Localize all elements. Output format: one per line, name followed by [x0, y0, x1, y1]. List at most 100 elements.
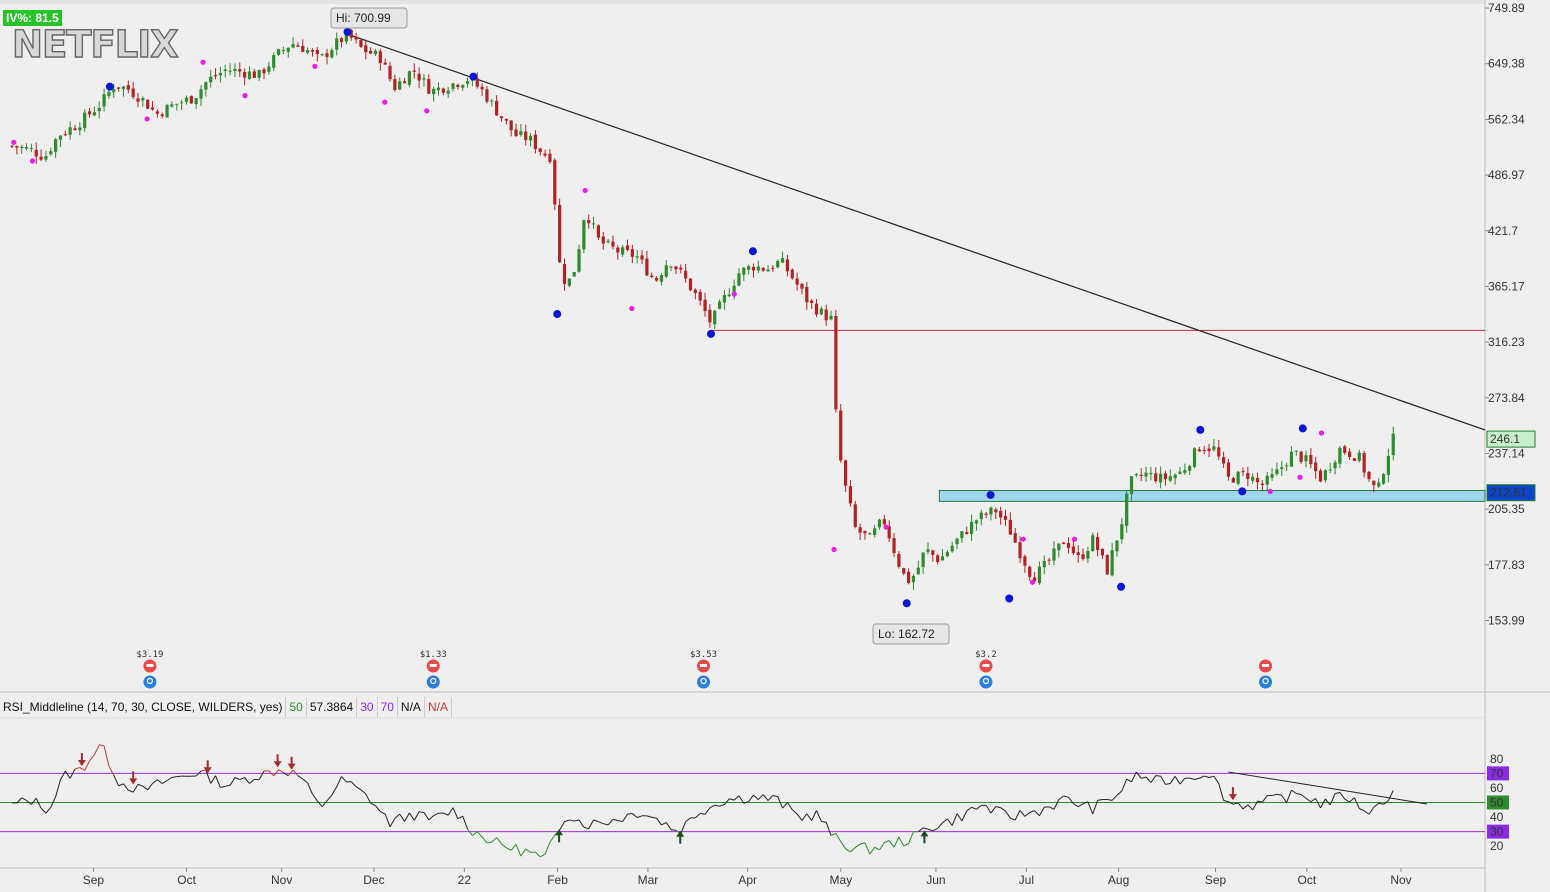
rsi-line-segment [55, 779, 61, 798]
rsi-line-segment [1344, 798, 1350, 803]
rsi-line-segment [709, 804, 715, 809]
rsi-line-segment [801, 813, 808, 821]
rsi-line-segment [578, 819, 585, 828]
candle-body [829, 315, 833, 320]
rsi-line-segment [1257, 800, 1263, 803]
earnings-value-label: $3.53 [690, 650, 717, 660]
candle-body [596, 225, 601, 238]
price-axis-tick-label: 205.35 [1488, 502, 1525, 516]
rsi-level-tag: 30 [1487, 824, 1509, 839]
candle-body [1222, 457, 1226, 464]
rsi-line-segment [821, 820, 827, 823]
candle-body [654, 277, 659, 281]
swing-marker-magenta [1318, 430, 1325, 436]
rsi-line-segment [113, 775, 120, 786]
candle-body [102, 94, 106, 107]
rsi-line-segment [1179, 777, 1186, 785]
rsi-line-segment [685, 817, 691, 823]
iv-percent-badge: IV%: 81.5 [3, 10, 62, 26]
candle-body [1285, 465, 1289, 467]
candle-body [858, 527, 862, 533]
rsi-line-segment [50, 796, 57, 808]
candle-body [902, 568, 906, 574]
swing-marker-magenta [382, 99, 388, 105]
candle-body [979, 512, 983, 520]
earnings-phone-icon-glyph [146, 664, 154, 667]
candle-body [664, 265, 668, 277]
candle-body [199, 89, 203, 99]
candle-body [92, 112, 96, 116]
rsi-line-segment [200, 769, 206, 772]
rsi-line-segment [869, 846, 876, 855]
rsi-line-segment [1383, 800, 1389, 805]
rsi-down-arrow-head [273, 761, 282, 768]
candle-body [810, 300, 814, 304]
rsi-line-segment [637, 815, 643, 818]
candle-body [286, 47, 290, 52]
rsi-line-segment [927, 828, 933, 832]
candle-body [790, 269, 794, 279]
rsi-line-segment [433, 812, 439, 817]
candle-body [252, 71, 256, 78]
rsi-line-segment [598, 821, 604, 825]
rsi-line-segment [661, 821, 667, 826]
candle-body [1066, 543, 1071, 548]
rsi-line-segment [1135, 771, 1142, 779]
candle-body [1023, 556, 1027, 566]
rsi-line-segment [161, 780, 168, 785]
candle-body [1270, 474, 1274, 478]
price-axis-tick-label: 486.97 [1488, 168, 1525, 182]
candles [10, 27, 1395, 590]
candle-body [916, 567, 920, 575]
rsi-line-segment [1165, 783, 1171, 785]
price-axis-tick-label: 365.17 [1488, 279, 1525, 293]
candle-body [795, 278, 799, 285]
rsi-line-segment [389, 818, 396, 828]
swing-marker-magenta [200, 59, 206, 65]
rsi-line-segment [753, 794, 759, 800]
rsi-line-segment [40, 807, 47, 814]
rsi-line-segment [1092, 800, 1099, 815]
candle-body [184, 97, 189, 102]
candle-body [1062, 542, 1066, 545]
earnings-phone-icon-glyph [429, 664, 437, 667]
candle-body [780, 257, 785, 263]
rsi-line-segment [287, 769, 294, 777]
rsi-line-segment [646, 815, 652, 818]
earnings-phone-icon-glyph [1262, 664, 1270, 667]
rsi-line-segment [1194, 777, 1200, 780]
candle-body [262, 69, 266, 74]
rsi-line-segment [743, 801, 749, 804]
candle-body [87, 111, 92, 115]
candle-body [1236, 471, 1240, 484]
candle-body [906, 571, 911, 584]
candle-body [669, 266, 673, 268]
rsi-line-segment [1121, 778, 1128, 792]
rsi-line-segment [879, 842, 885, 851]
candle-body [1226, 462, 1231, 477]
rsi-line-segment [1291, 789, 1297, 794]
candle-body [553, 160, 557, 205]
swing-marker-magenta [424, 108, 430, 114]
rsi-line-segment [128, 789, 134, 793]
support-level-tag-box [1486, 484, 1536, 502]
price-axis-tick-label: 177.83 [1488, 558, 1525, 572]
candle-body [1081, 554, 1085, 559]
rsi-line-segment [268, 770, 275, 777]
last-price-tag-box [1486, 430, 1536, 448]
candle-body [165, 105, 169, 118]
rsi-line-segment [893, 836, 900, 848]
candle-body [582, 220, 586, 250]
rsi-line-segment [603, 823, 609, 826]
support-level-tag: 212.61 [1486, 484, 1536, 502]
rsi-line-segment [283, 772, 289, 777]
rsi-line-segment [1150, 775, 1157, 783]
candle-body [732, 285, 736, 294]
candle-body [1299, 451, 1303, 462]
rsi-line-segment [467, 828, 473, 836]
rsi-line-segment [515, 844, 522, 857]
rsi-line-segment [1010, 817, 1016, 821]
candle-body [1047, 559, 1051, 561]
rsi-line-segment [1029, 810, 1035, 813]
